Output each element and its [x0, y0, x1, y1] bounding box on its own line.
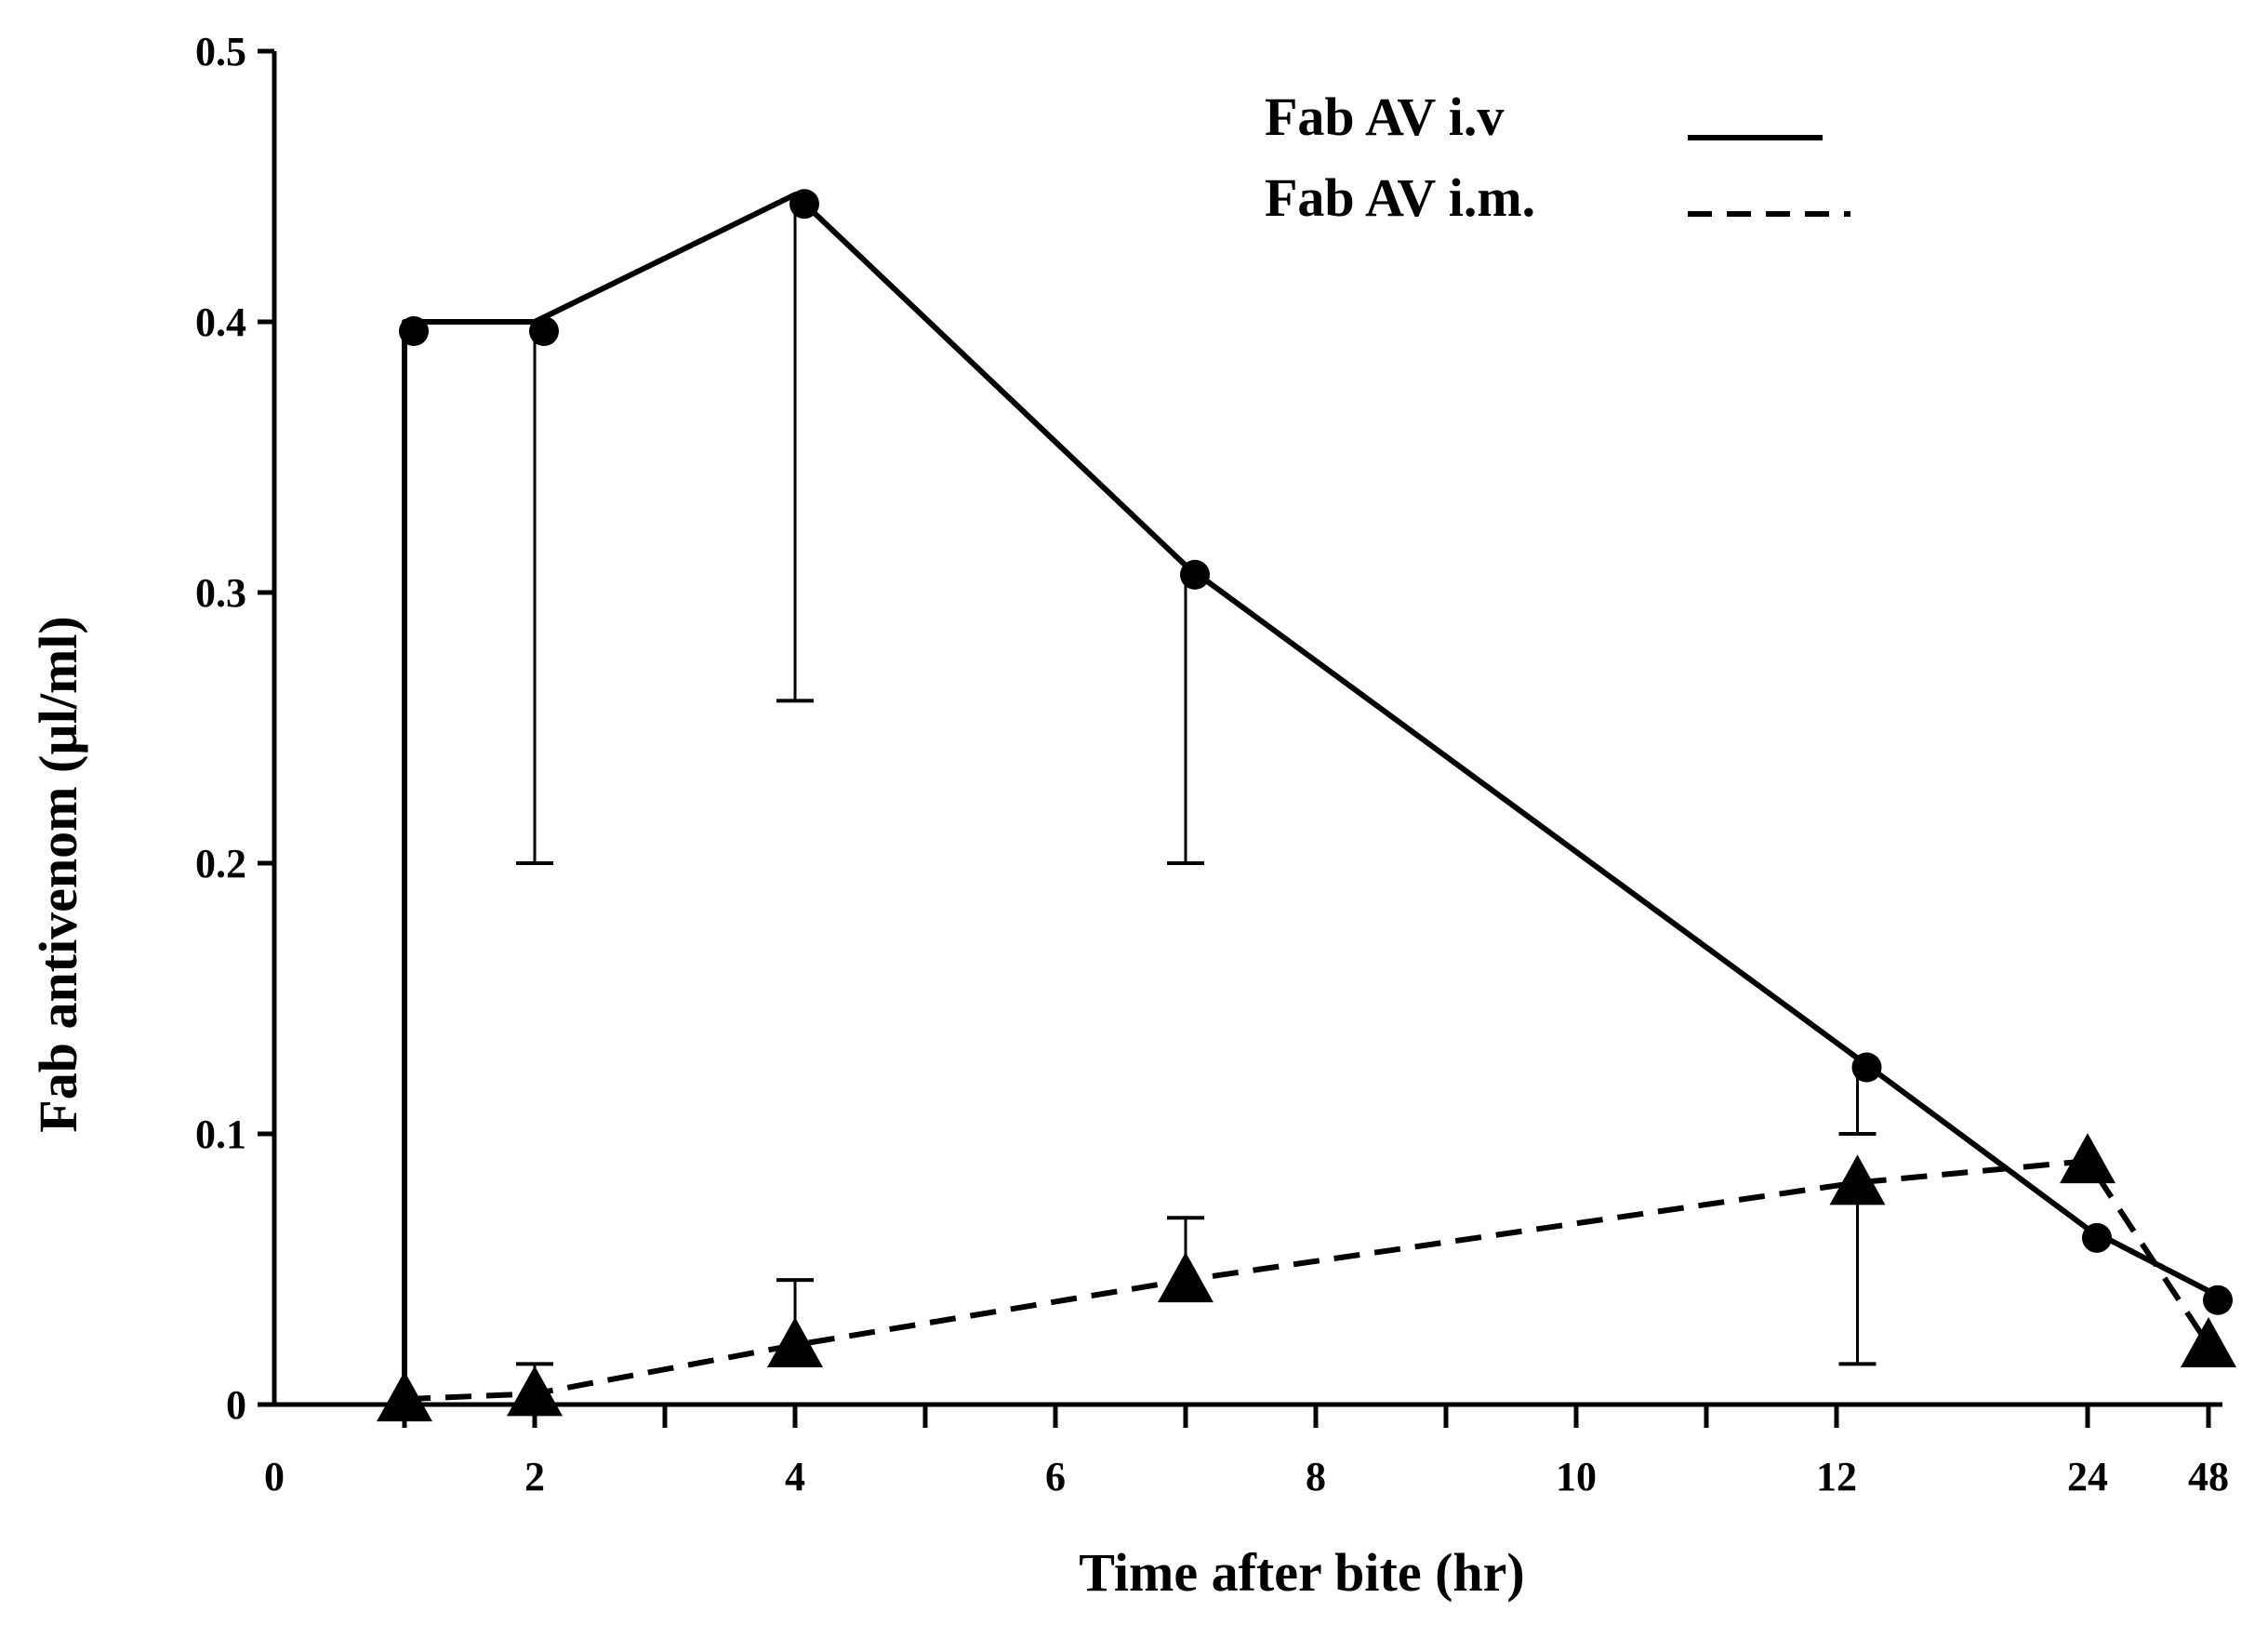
y-tick-label: 0 [226, 1382, 246, 1428]
y-tick-label: 0.2 [195, 841, 246, 886]
x-tick-label: 48 [2188, 1454, 2229, 1499]
data-point-triangle [1158, 1252, 1214, 1303]
data-point-circle [1180, 559, 1210, 590]
data-point-triangle [1829, 1154, 1886, 1205]
x-tick-label: 8 [1306, 1454, 1326, 1499]
x-tick-label: 12 [1816, 1454, 1857, 1499]
y-tick-label: 0.5 [195, 29, 246, 74]
data-point-triangle [2181, 1316, 2236, 1367]
series-line-1 [404, 1158, 2211, 1403]
data-point-circle [789, 189, 819, 220]
series-line-0 [402, 192, 2210, 1405]
x-axis-title: Time after bite (hr) [1079, 1542, 1524, 1603]
x-tick-label: 0 [264, 1454, 285, 1499]
data-point-triangle [377, 1371, 432, 1422]
x-tick-label: 6 [1045, 1454, 1066, 1499]
legend-label-im: Fab AV i.m. [1265, 167, 1535, 228]
data-point-circle [529, 316, 559, 346]
x-tick-label: 2 [524, 1454, 545, 1499]
data-point-triangle [507, 1365, 563, 1417]
legend-label-iv: Fab AV i.v [1265, 87, 1504, 147]
y-tick-label: 0.3 [195, 570, 246, 616]
data-point-triangle [2060, 1133, 2115, 1184]
data-point-circle [399, 316, 429, 346]
legend: Fab AV i.v Fab AV i.m. [1265, 87, 1850, 228]
plot-area: 00.10.20.30.40.50 2 4 6 8 10 12 24 48 [195, 29, 2236, 1499]
data-point-circle [1851, 1052, 1882, 1083]
x-tick-label: 4 [785, 1454, 805, 1499]
y-tick-label: 0.1 [195, 1112, 246, 1157]
x-tick-label: 24 [2067, 1454, 2108, 1499]
data-point-circle [2082, 1222, 2112, 1253]
data-point-circle [2203, 1285, 2233, 1315]
y-axis-title: Fab antivenom (µl/ml) [28, 616, 88, 1132]
x-tick-label: 10 [1556, 1454, 1597, 1499]
data-point-triangle [767, 1316, 823, 1367]
y-tick-label: 0.4 [195, 300, 246, 345]
